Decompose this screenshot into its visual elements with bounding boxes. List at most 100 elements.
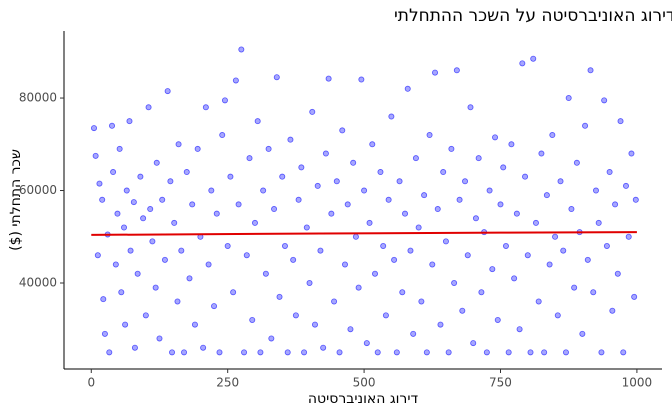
x-tick-label: 500 (353, 376, 376, 390)
point (445, 349, 452, 356)
point (94, 252, 101, 259)
point (341, 261, 348, 268)
point (437, 321, 444, 328)
point (502, 243, 509, 250)
point (284, 349, 291, 356)
point (366, 219, 373, 226)
point (110, 169, 117, 176)
point (590, 289, 597, 296)
point (382, 312, 389, 319)
point (241, 349, 248, 356)
point (121, 224, 128, 231)
point (363, 340, 370, 347)
point (152, 284, 159, 291)
point (122, 321, 129, 328)
point (191, 321, 198, 328)
point (167, 178, 174, 185)
point (541, 349, 548, 356)
point (314, 182, 321, 189)
y-tick-label: 60000 (19, 183, 57, 197)
point (606, 169, 613, 176)
point (587, 67, 594, 74)
point (301, 349, 308, 356)
point (453, 67, 460, 74)
point (221, 97, 228, 104)
point (208, 187, 215, 194)
point (149, 238, 156, 245)
point (486, 187, 493, 194)
point (472, 215, 479, 222)
point (235, 201, 242, 208)
point (598, 349, 605, 356)
point (402, 210, 409, 217)
point (440, 169, 447, 176)
point (462, 178, 469, 185)
point (516, 326, 523, 333)
point (328, 210, 335, 217)
point (249, 316, 256, 323)
point (399, 289, 406, 296)
point (339, 127, 346, 134)
point (412, 155, 419, 162)
x-tick-label: 0 (87, 376, 95, 390)
point (268, 335, 275, 342)
point (617, 118, 624, 125)
point (169, 349, 176, 356)
point (243, 252, 250, 259)
point (127, 247, 134, 254)
point (483, 349, 490, 356)
point (489, 266, 496, 273)
point (527, 349, 534, 356)
point (391, 256, 398, 263)
point (317, 247, 324, 254)
point (513, 210, 520, 217)
point (186, 275, 193, 282)
point (232, 77, 239, 84)
point (174, 298, 181, 305)
y-tick-label: 80000 (19, 91, 57, 105)
point (524, 252, 531, 259)
point (279, 173, 286, 180)
point (295, 196, 302, 203)
point (632, 196, 639, 203)
point (429, 261, 436, 268)
point (628, 150, 635, 157)
point (96, 180, 103, 187)
point (393, 349, 400, 356)
point (164, 88, 171, 95)
point (118, 289, 125, 296)
point (407, 247, 414, 254)
point (475, 155, 482, 162)
point (374, 349, 381, 356)
point (519, 60, 526, 67)
point (137, 173, 144, 180)
point (246, 155, 253, 162)
point (134, 270, 141, 277)
point (532, 219, 539, 226)
point (451, 279, 458, 286)
point (442, 238, 449, 245)
point (511, 275, 518, 282)
point (202, 104, 209, 111)
point (175, 141, 182, 148)
point (287, 136, 294, 143)
point (358, 76, 365, 83)
point (271, 206, 278, 213)
point (432, 69, 439, 76)
point (145, 104, 152, 111)
point (183, 169, 190, 176)
point (582, 122, 589, 129)
point (565, 95, 572, 102)
point (320, 344, 327, 351)
point (92, 152, 99, 159)
point (530, 55, 537, 62)
point (448, 145, 455, 152)
point (625, 233, 632, 240)
point (230, 289, 237, 296)
point (281, 243, 288, 250)
point (91, 125, 98, 132)
point (423, 349, 430, 356)
point (156, 335, 163, 342)
point (123, 187, 130, 194)
point (140, 215, 147, 222)
